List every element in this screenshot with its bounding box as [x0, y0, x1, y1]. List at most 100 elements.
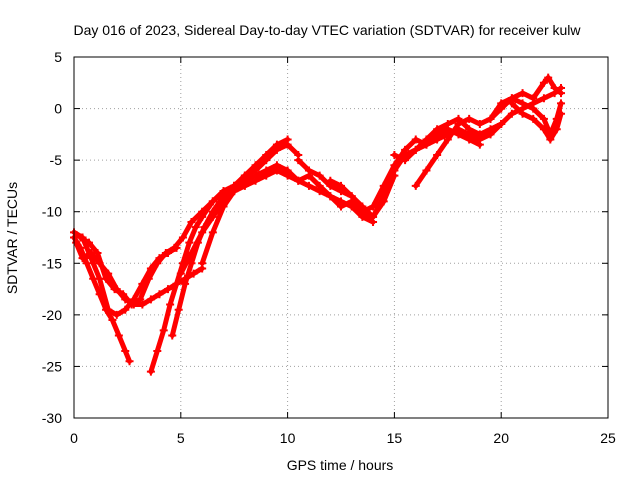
chart-title: Day 016 of 2023, Sidereal Day-to-day VTE…: [73, 22, 581, 38]
data-point: [198, 228, 207, 237]
data-point: [443, 120, 452, 129]
data-point: [240, 176, 249, 185]
data-point: [170, 243, 179, 252]
x-tick-label: 25: [600, 430, 616, 446]
data-point: [475, 120, 484, 129]
tick-layer: 0 5 10 15 20 25 -30 -25 -20 -15 -10 -5 0 5: [42, 49, 616, 446]
data-point: [539, 94, 548, 103]
data-point: [358, 202, 367, 211]
data-point: [146, 295, 155, 304]
data-point: [114, 331, 123, 340]
data-point: [465, 114, 474, 123]
data-point: [108, 316, 117, 325]
data-point: [369, 212, 378, 221]
data-point: [174, 305, 183, 314]
data-point: [153, 346, 162, 355]
data-point: [546, 135, 555, 144]
data-point: [72, 238, 81, 247]
data-point: [262, 166, 271, 175]
data-point: [166, 300, 175, 309]
data-point: [87, 254, 96, 263]
data-point: [138, 300, 147, 309]
y-axis-label: SDTVAR / TECUs: [4, 182, 20, 294]
data-point: [347, 192, 356, 201]
data-point: [84, 238, 93, 247]
plot-frame: [73, 56, 609, 419]
data-point: [230, 187, 239, 196]
data-point: [422, 140, 431, 149]
data-point: [326, 192, 335, 201]
data-point: [187, 248, 196, 257]
data-point: [529, 114, 538, 123]
data-point: [191, 223, 200, 232]
data-point: [326, 176, 335, 185]
data-point: [539, 78, 548, 87]
y-tick-label: 0: [54, 101, 62, 117]
data-point: [507, 99, 516, 108]
data-point: [475, 135, 484, 144]
series-layer: [70, 73, 566, 376]
x-axis-label: GPS time / hours: [287, 457, 394, 473]
data-point: [539, 114, 548, 123]
series-line: [73, 240, 205, 307]
data-point: [411, 135, 420, 144]
data-point: [539, 125, 548, 134]
data-point: [208, 212, 217, 221]
data-point: [315, 171, 324, 180]
data-point: [411, 181, 420, 190]
series-track-9: [294, 125, 484, 216]
data-point: [486, 114, 495, 123]
data-point: [294, 176, 303, 185]
data-point: [110, 285, 119, 294]
data-point: [198, 212, 207, 221]
y-tick-label: -5: [50, 152, 63, 168]
data-point: [172, 279, 181, 288]
data-point: [529, 104, 538, 113]
data-point: [304, 181, 313, 190]
data-point: [557, 99, 566, 108]
data-point: [379, 192, 388, 201]
data-point: [544, 73, 553, 82]
data-point: [443, 135, 452, 144]
data-point: [433, 150, 442, 159]
y-tick-label: -15: [42, 255, 62, 271]
data-point: [557, 89, 566, 98]
data-point: [390, 150, 399, 159]
data-point: [518, 109, 527, 118]
data-point: [185, 238, 194, 247]
x-tick-label: 10: [280, 430, 296, 446]
data-point: [168, 331, 177, 340]
data-point: [401, 156, 410, 165]
data-point: [121, 346, 130, 355]
series-line: [327, 116, 504, 220]
data-point: [465, 130, 474, 139]
data-point: [102, 274, 111, 283]
data-point: [283, 166, 292, 175]
data-point: [294, 156, 303, 165]
data-point: [208, 228, 217, 237]
data-point: [208, 197, 217, 206]
data-point: [155, 290, 164, 299]
data-point: [153, 259, 162, 268]
series-line: [295, 126, 483, 215]
data-point: [161, 248, 170, 257]
grid-layer: [74, 57, 608, 418]
y-tick-label: -30: [42, 410, 62, 426]
data-point: [272, 161, 281, 170]
data-point: [507, 109, 516, 118]
data-point: [497, 120, 506, 129]
data-point: [304, 166, 313, 175]
data-point: [136, 295, 145, 304]
x-tick-label: 0: [70, 430, 78, 446]
data-point: [486, 130, 495, 139]
y-tick-label: -10: [42, 204, 62, 220]
data-point: [411, 145, 420, 154]
data-point: [262, 156, 271, 165]
data-point: [219, 202, 228, 211]
data-point: [146, 367, 155, 376]
data-point: [433, 135, 442, 144]
data-point: [112, 310, 121, 319]
data-point: [315, 181, 324, 190]
data-point: [189, 269, 198, 278]
